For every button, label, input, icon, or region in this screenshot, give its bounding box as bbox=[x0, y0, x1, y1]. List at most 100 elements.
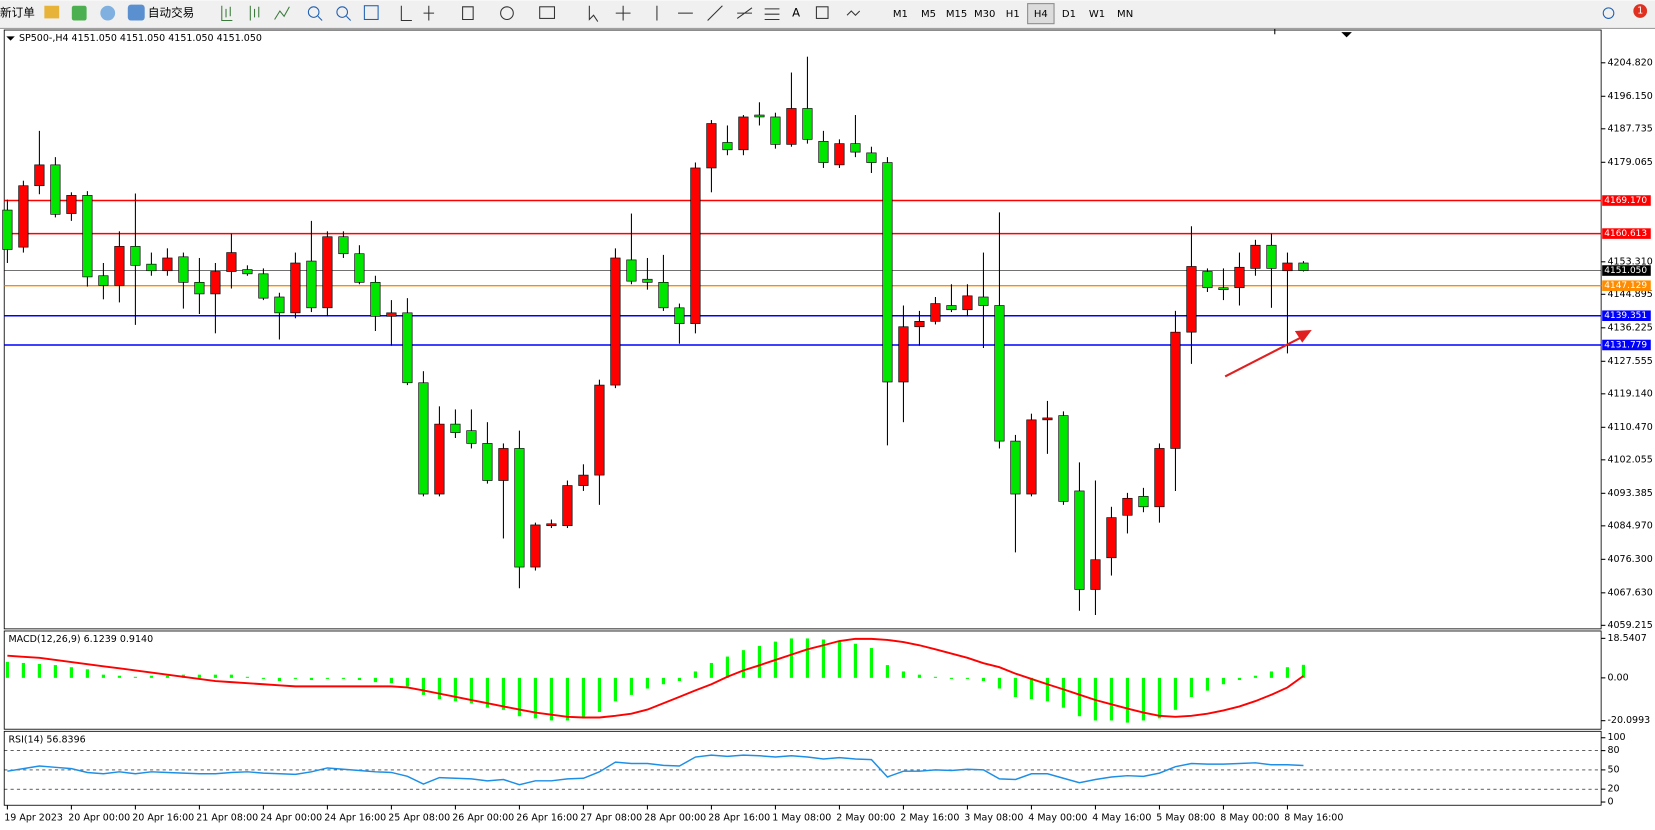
y-tick-label: 4179.065 bbox=[1607, 157, 1652, 168]
x-tick-label: 27 Apr 08:00 bbox=[580, 812, 642, 823]
candle-body bbox=[802, 108, 813, 140]
timeframe-button[interactable]: D1 bbox=[1062, 9, 1076, 20]
candle-body bbox=[962, 295, 973, 311]
icon[interactable] bbox=[44, 5, 60, 19]
x-tick-label: 25 Apr 08:00 bbox=[388, 812, 450, 823]
candle-body bbox=[258, 273, 269, 299]
y-tick-label: 4102.055 bbox=[1607, 454, 1652, 465]
timeframe-button[interactable]: M5 bbox=[921, 9, 936, 20]
candle-body bbox=[338, 236, 349, 255]
level-line-tag bbox=[1602, 310, 1651, 322]
candle-body bbox=[546, 523, 557, 527]
rsi-pane bbox=[3, 730, 1602, 806]
candle-body bbox=[1202, 271, 1213, 289]
candle-body bbox=[162, 257, 173, 272]
macd-bar bbox=[357, 677, 361, 680]
candle-body bbox=[674, 307, 685, 324]
search-icon[interactable] bbox=[1602, 7, 1615, 19]
macd-bar bbox=[853, 643, 858, 678]
notification-count[interactable]: 1 bbox=[1637, 6, 1643, 17]
macd-bar bbox=[325, 677, 329, 679]
macd-bar bbox=[165, 675, 169, 678]
macd-bar bbox=[245, 676, 249, 678]
label-tool-icon[interactable] bbox=[815, 6, 829, 19]
x-tick-label: 8 May 00:00 bbox=[1220, 812, 1279, 823]
macd-bar bbox=[197, 674, 201, 678]
macd-bar bbox=[261, 677, 265, 679]
macd-bar bbox=[613, 677, 618, 702]
macd-bar bbox=[1221, 677, 1226, 685]
candle-body bbox=[450, 423, 461, 433]
y-tick-label: 80 bbox=[1607, 745, 1619, 756]
candle-body bbox=[466, 430, 477, 444]
shapes-tool-icon[interactable] bbox=[846, 10, 861, 16]
timeframe-button[interactable]: M15 bbox=[946, 9, 967, 20]
text-tool-icon[interactable]: A bbox=[792, 6, 800, 20]
candle-body bbox=[418, 382, 429, 495]
current-price-line-tag bbox=[1602, 265, 1651, 276]
x-tick-label: 26 Apr 00:00 bbox=[452, 812, 514, 823]
candle-body bbox=[66, 195, 77, 214]
macd-bar bbox=[917, 674, 922, 678]
macd-bar bbox=[821, 639, 826, 678]
macd-bar bbox=[1141, 677, 1146, 721]
candle-body bbox=[434, 423, 445, 495]
icon[interactable] bbox=[71, 5, 87, 21]
candle-body bbox=[642, 278, 653, 283]
candle-body bbox=[1250, 244, 1261, 269]
zoom-tools[interactable] bbox=[307, 5, 379, 21]
level-line-tag bbox=[1602, 228, 1651, 239]
y-tick-label: 4110.470 bbox=[1607, 422, 1652, 433]
y-tick-label: 0 bbox=[1607, 797, 1613, 808]
macd-bar bbox=[645, 677, 650, 689]
macd-bar bbox=[213, 674, 217, 678]
candle-body bbox=[754, 114, 765, 118]
candle-body bbox=[866, 152, 877, 163]
candle-body bbox=[818, 140, 829, 163]
candle-body bbox=[1042, 417, 1053, 421]
macd-bar bbox=[693, 671, 698, 678]
candle-body bbox=[482, 443, 493, 481]
x-tick-label: 26 Apr 16:00 bbox=[516, 812, 578, 823]
chart-tools[interactable] bbox=[221, 5, 290, 22]
icon[interactable] bbox=[100, 5, 116, 21]
y-tick-label: 4196.150 bbox=[1607, 91, 1652, 102]
notification-badge[interactable] bbox=[1633, 4, 1648, 18]
timeframe-button[interactable]: MN bbox=[1117, 9, 1133, 20]
level-line-tag bbox=[1602, 339, 1651, 351]
candle-body bbox=[1154, 448, 1165, 508]
macd-bar bbox=[21, 662, 25, 678]
x-tick-label: 4 May 00:00 bbox=[1028, 812, 1087, 823]
candle-body bbox=[786, 108, 797, 145]
timeframe-button[interactable]: W1 bbox=[1089, 9, 1105, 20]
macd-bar bbox=[677, 677, 682, 682]
candle-body bbox=[194, 281, 205, 295]
macd-bar bbox=[1301, 664, 1306, 678]
macd-bar bbox=[85, 669, 89, 678]
timeframe-button[interactable]: M1 bbox=[893, 9, 908, 20]
drawing-tools[interactable] bbox=[400, 5, 780, 22]
timeframe-button[interactable]: H1 bbox=[1006, 9, 1020, 20]
level-line-label: 4160.613 bbox=[1604, 229, 1647, 239]
current-price-line-label: 4151.050 bbox=[1604, 266, 1647, 276]
shift-marker bbox=[1341, 32, 1352, 38]
icon[interactable] bbox=[127, 4, 145, 21]
x-tick-label: 3 May 08:00 bbox=[964, 812, 1023, 823]
candle-body bbox=[1122, 497, 1133, 516]
timeframe-button[interactable]: H4 bbox=[1034, 9, 1048, 20]
macd-bar bbox=[629, 677, 634, 695]
new-order-button[interactable]: 新订单 bbox=[0, 6, 35, 20]
macd-bar bbox=[277, 677, 281, 682]
auto-trade-button[interactable]: 自动交易 bbox=[148, 6, 194, 20]
macd-bar bbox=[69, 667, 73, 678]
candle-body bbox=[178, 256, 189, 283]
candle-body bbox=[1138, 496, 1149, 508]
candle-body bbox=[850, 143, 861, 153]
timeframe-button[interactable]: M30 bbox=[974, 9, 995, 20]
macd-bar bbox=[117, 675, 121, 678]
macd-bar bbox=[5, 661, 9, 678]
candle-body bbox=[306, 260, 317, 309]
macd-bar bbox=[133, 676, 137, 678]
level-line-label: 4147.129 bbox=[1604, 281, 1647, 291]
